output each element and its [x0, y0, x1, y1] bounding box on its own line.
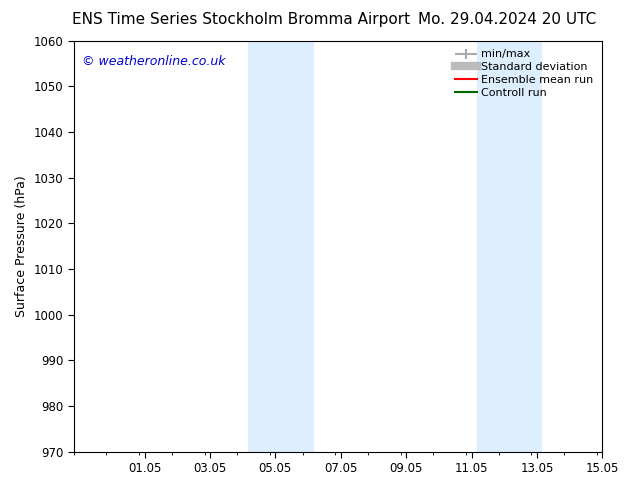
- Text: ENS Time Series Stockholm Bromma Airport: ENS Time Series Stockholm Bromma Airport: [72, 12, 410, 27]
- Text: © weatheronline.co.uk: © weatheronline.co.uk: [82, 55, 225, 68]
- Bar: [248, 41, 313, 452]
- Y-axis label: Surface Pressure (hPa): Surface Pressure (hPa): [15, 175, 28, 317]
- Text: Mo. 29.04.2024 20 UTC: Mo. 29.04.2024 20 UTC: [418, 12, 597, 27]
- Legend: min/max, Standard deviation, Ensemble mean run, Controll run: min/max, Standard deviation, Ensemble me…: [451, 46, 597, 101]
- Bar: [477, 41, 542, 452]
